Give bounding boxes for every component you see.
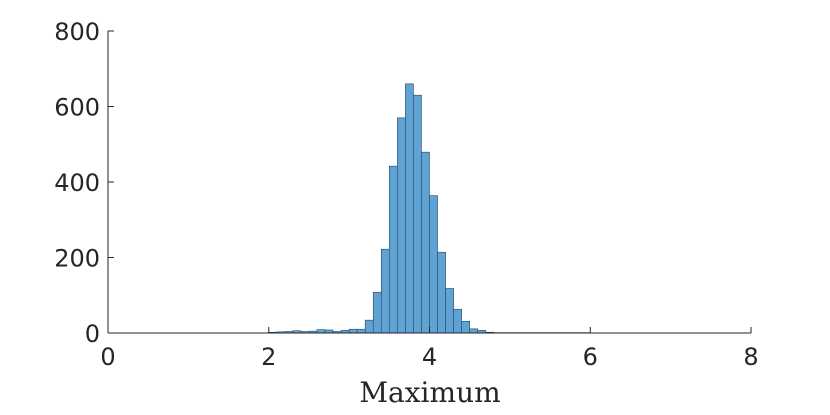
histogram-bar [405,83,414,334]
histogram-bar [469,328,479,334]
histogram-bar [348,328,358,334]
y-tick-label: 0 [85,320,100,348]
histogram-bar [380,248,390,334]
histogram-bar [421,151,430,334]
histogram-bar [316,329,326,334]
x-axis-title: Maximum [359,376,500,409]
histogram-bar [413,94,422,334]
histogram-bar [453,308,462,334]
histogram-bar [397,117,406,334]
histogram-bar [437,251,446,334]
y-tick-label: 600 [54,94,100,122]
x-tick-label: 4 [422,343,437,371]
x-tick-label: 0 [100,343,115,371]
y-tick-label: 800 [54,18,100,46]
x-tick-label: 8 [743,343,758,371]
histogram-bar [372,291,382,334]
histogram-bar [356,328,366,334]
x-tick-label: 6 [583,343,598,371]
histogram-bar [429,195,438,334]
x-tick-label: 2 [261,343,276,371]
histogram-bar [461,320,470,334]
x-ticks: 0 2 4 6 8 [100,327,759,371]
histogram-bar [389,165,398,334]
y-ticks: 0 200 400 600 800 [54,18,114,348]
histogram-bar [364,319,374,334]
bars-group [268,83,591,334]
y-tick-label: 200 [54,245,100,273]
y-tick-label: 400 [54,169,100,197]
histogram-bar [445,288,454,334]
